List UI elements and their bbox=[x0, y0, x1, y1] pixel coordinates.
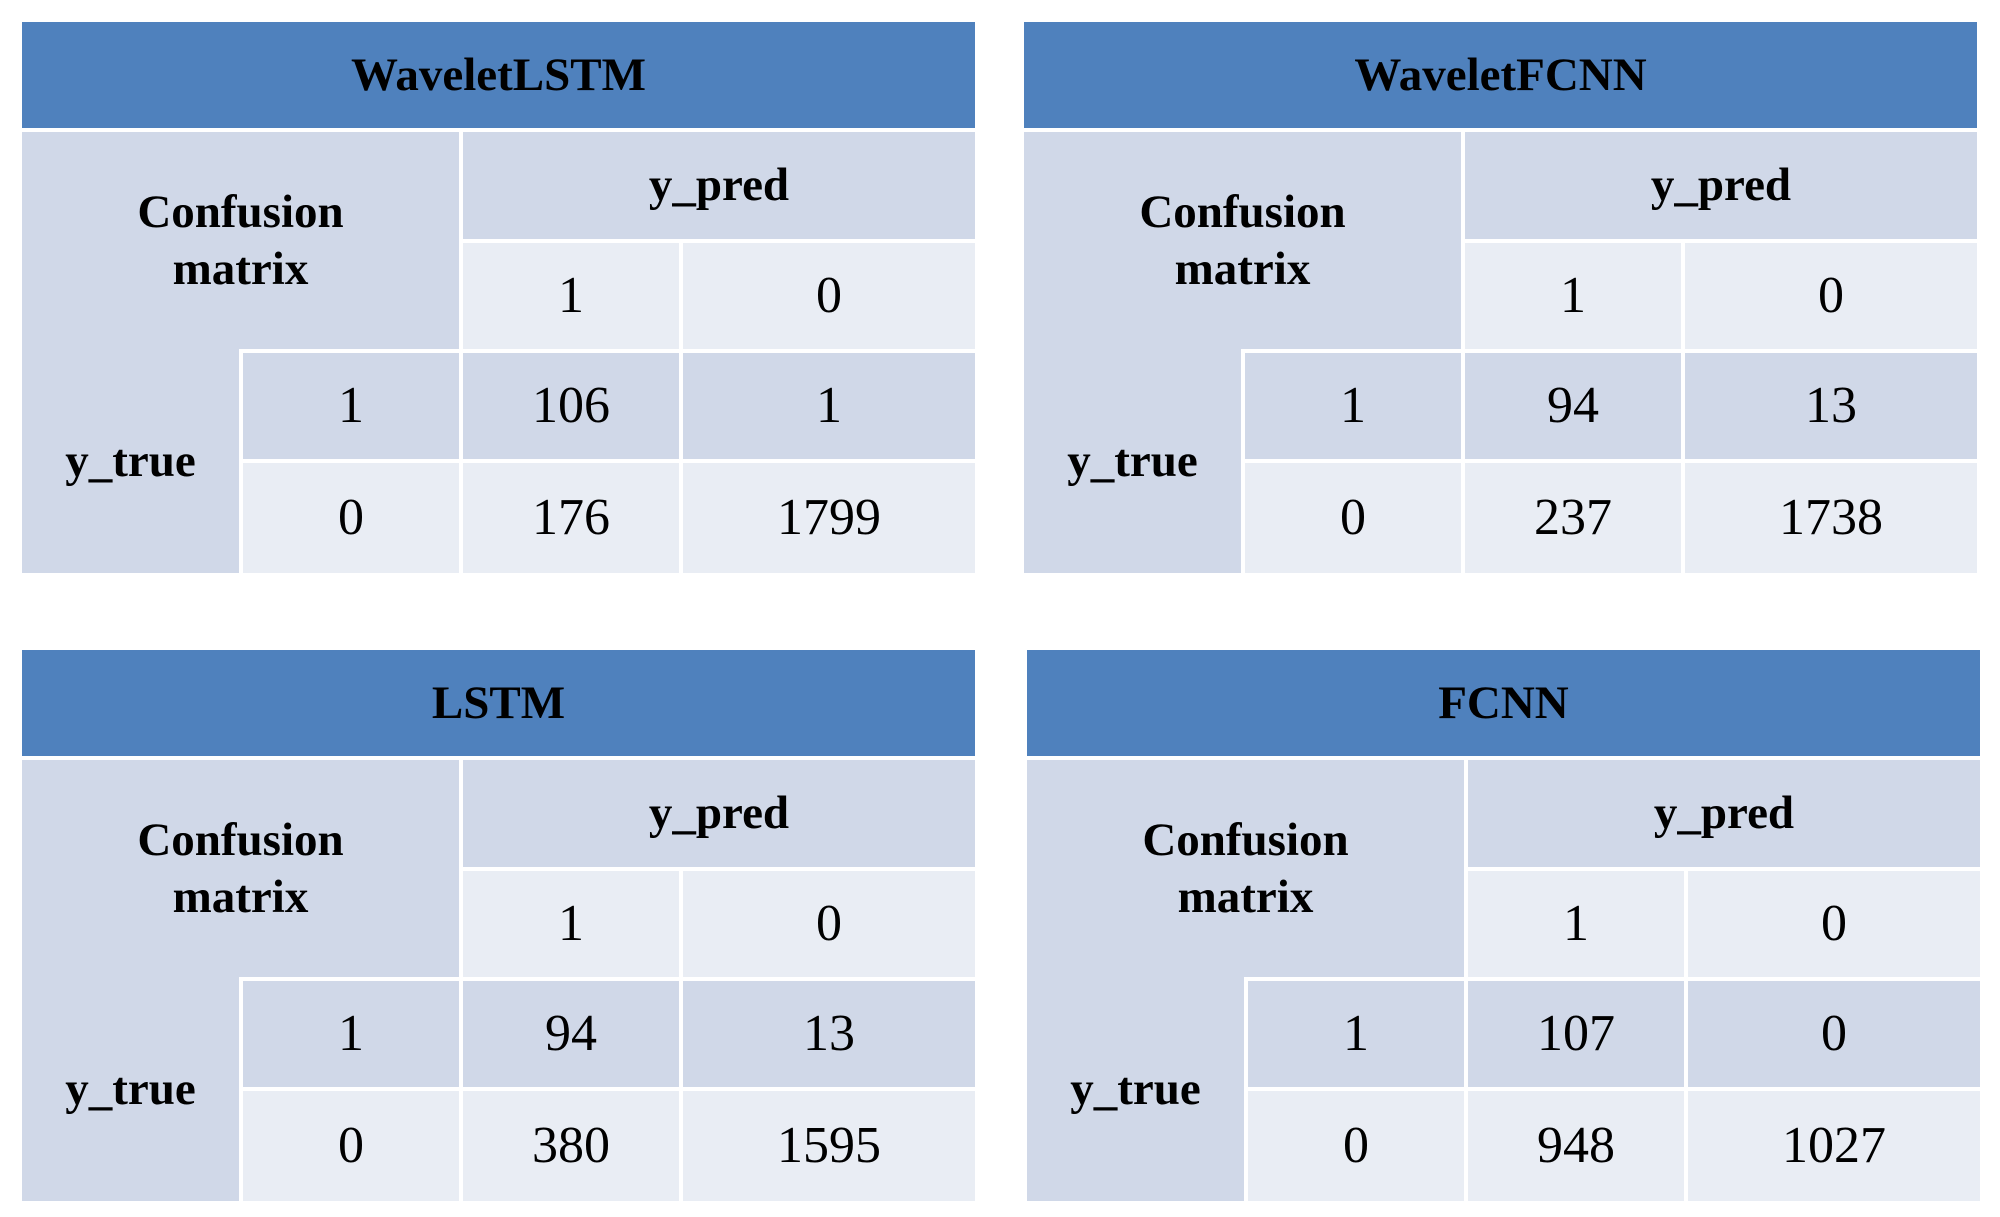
cell-true0-pred1: 380 bbox=[459, 1087, 679, 1201]
corner-label: Confusion matrix bbox=[1024, 132, 1461, 349]
cell-true1-pred1: 106 bbox=[459, 349, 679, 459]
cell-true0-pred1: 176 bbox=[459, 459, 679, 573]
corner-label: Confusion matrix bbox=[22, 760, 459, 977]
cell-true0-pred1: 948 bbox=[1464, 1087, 1684, 1201]
corner-label: Confusion matrix bbox=[22, 132, 459, 349]
col-label-1: 1 bbox=[1461, 239, 1681, 349]
col-header-y-pred: y_pred bbox=[459, 760, 975, 867]
cell-true0-pred0: 1027 bbox=[1684, 1087, 1980, 1201]
cell-true1-pred0: 0 bbox=[1684, 977, 1980, 1087]
col-label-0: 0 bbox=[1684, 867, 1980, 977]
confusion-matrix-waveletlstm: WaveletLSTM Confusion matrix y_pred 1 0 y_tru… bbox=[22, 22, 975, 573]
row-label-0: 0 bbox=[239, 1087, 459, 1201]
confusion-matrix-lstm: LSTM Confusion matrix y_pred 1 0 y_true 1 0 94 13… bbox=[22, 650, 975, 1201]
cell-true1-pred1: 107 bbox=[1464, 977, 1684, 1087]
col-label-1: 1 bbox=[1464, 867, 1684, 977]
row-label-1: 1 bbox=[1241, 349, 1461, 459]
cell-true0-pred0: 1738 bbox=[1681, 459, 1977, 573]
cell-true0-pred1: 237 bbox=[1461, 459, 1681, 573]
col-header-y-pred: y_pred bbox=[1461, 132, 1977, 239]
col-label-0: 0 bbox=[1681, 239, 1977, 349]
matrix-title: FCNN bbox=[1027, 650, 1980, 756]
col-header-y-pred: y_pred bbox=[459, 132, 975, 239]
row-header-y-true: y_true bbox=[22, 349, 239, 573]
row-label-0: 0 bbox=[1241, 459, 1461, 573]
row-label-0: 0 bbox=[239, 459, 459, 573]
cell-true1-pred1: 94 bbox=[459, 977, 679, 1087]
confusion-matrix-waveletfcnn: WaveletFCNN Confusion matrix y_pred 1 0 y_tru… bbox=[1024, 22, 1977, 573]
matrix-title: LSTM bbox=[22, 650, 975, 756]
matrix-title: WaveletLSTM bbox=[22, 22, 975, 128]
col-label-0: 0 bbox=[679, 239, 975, 349]
cell-true1-pred1: 94 bbox=[1461, 349, 1681, 459]
col-label-0: 0 bbox=[679, 867, 975, 977]
col-header-y-pred: y_pred bbox=[1464, 760, 1980, 867]
col-label-1: 1 bbox=[459, 867, 679, 977]
row-label-0: 0 bbox=[1244, 1087, 1464, 1201]
cell-true1-pred0: 13 bbox=[679, 977, 975, 1087]
cell-true0-pred0: 1595 bbox=[679, 1087, 975, 1201]
row-label-1: 1 bbox=[239, 349, 459, 459]
row-header-y-true: y_true bbox=[1027, 977, 1244, 1201]
corner-label: Confusion matrix bbox=[1027, 760, 1464, 977]
row-label-1: 1 bbox=[1244, 977, 1464, 1087]
row-label-1: 1 bbox=[239, 977, 459, 1087]
cell-true1-pred0: 1 bbox=[679, 349, 975, 459]
col-label-1: 1 bbox=[459, 239, 679, 349]
row-header-y-true: y_true bbox=[1024, 349, 1241, 573]
row-header-y-true: y_true bbox=[22, 977, 239, 1201]
matrix-title: WaveletFCNN bbox=[1024, 22, 1977, 128]
confusion-matrix-fcnn: FCNN Confusion matrix y_pred 1 0 y_true 1 0 107 0… bbox=[1027, 650, 1980, 1201]
cell-true0-pred0: 1799 bbox=[679, 459, 975, 573]
cell-true1-pred0: 13 bbox=[1681, 349, 1977, 459]
